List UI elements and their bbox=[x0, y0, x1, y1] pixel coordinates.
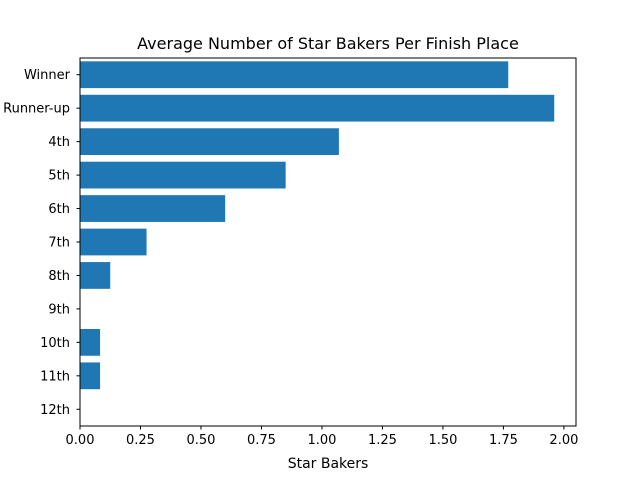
y-tick-label: 10th bbox=[40, 336, 70, 351]
y-tick-label: 5th bbox=[48, 169, 70, 184]
y-tick-label: 6th bbox=[48, 202, 70, 217]
y-tick-label: 7th bbox=[48, 236, 70, 251]
x-tick-label: 1.75 bbox=[489, 433, 518, 448]
x-tick-label: 1.50 bbox=[428, 433, 457, 448]
bar-6th bbox=[80, 195, 226, 222]
x-tick-label: 1.00 bbox=[307, 433, 336, 448]
bar-10th bbox=[80, 328, 101, 356]
bars-layer bbox=[80, 61, 555, 390]
x-tick-label: 0.00 bbox=[66, 433, 95, 448]
bar-8th bbox=[80, 262, 111, 289]
x-axis: 0.00 0.25 0.50 0.75 1.00 1.25 1.50 1.75 2.00 bbox=[66, 426, 578, 448]
y-tick-label: 12th bbox=[40, 403, 70, 418]
bar-runner-up bbox=[80, 94, 555, 122]
x-tick-label: 2.00 bbox=[549, 433, 578, 448]
x-tick-label: 0.25 bbox=[126, 433, 155, 448]
bar-4th bbox=[80, 128, 339, 156]
bar-7th bbox=[80, 228, 147, 256]
bar-11th bbox=[80, 362, 101, 390]
y-tick-label: Runner-up bbox=[3, 102, 70, 117]
bar-winner bbox=[80, 61, 509, 89]
bar-5th bbox=[80, 161, 286, 189]
x-tick-label: 0.50 bbox=[186, 433, 215, 448]
chart-title: Average Number of Star Bakers Per Finish… bbox=[137, 34, 519, 53]
x-tick-label: 0.75 bbox=[247, 433, 276, 448]
y-tick-label: Winner bbox=[24, 68, 71, 83]
y-tick-label: 4th bbox=[48, 135, 70, 150]
y-tick-label: 11th bbox=[40, 369, 70, 384]
x-tick-label: 1.25 bbox=[368, 433, 397, 448]
y-axis: Winner Runner-up 4th 5th 6th 7th 8th 9th 10th 11t… bbox=[3, 68, 80, 418]
x-axis-label: Star Bakers bbox=[288, 456, 369, 472]
y-tick-label: 9th bbox=[48, 302, 70, 317]
y-tick-label: 8th bbox=[48, 269, 70, 284]
